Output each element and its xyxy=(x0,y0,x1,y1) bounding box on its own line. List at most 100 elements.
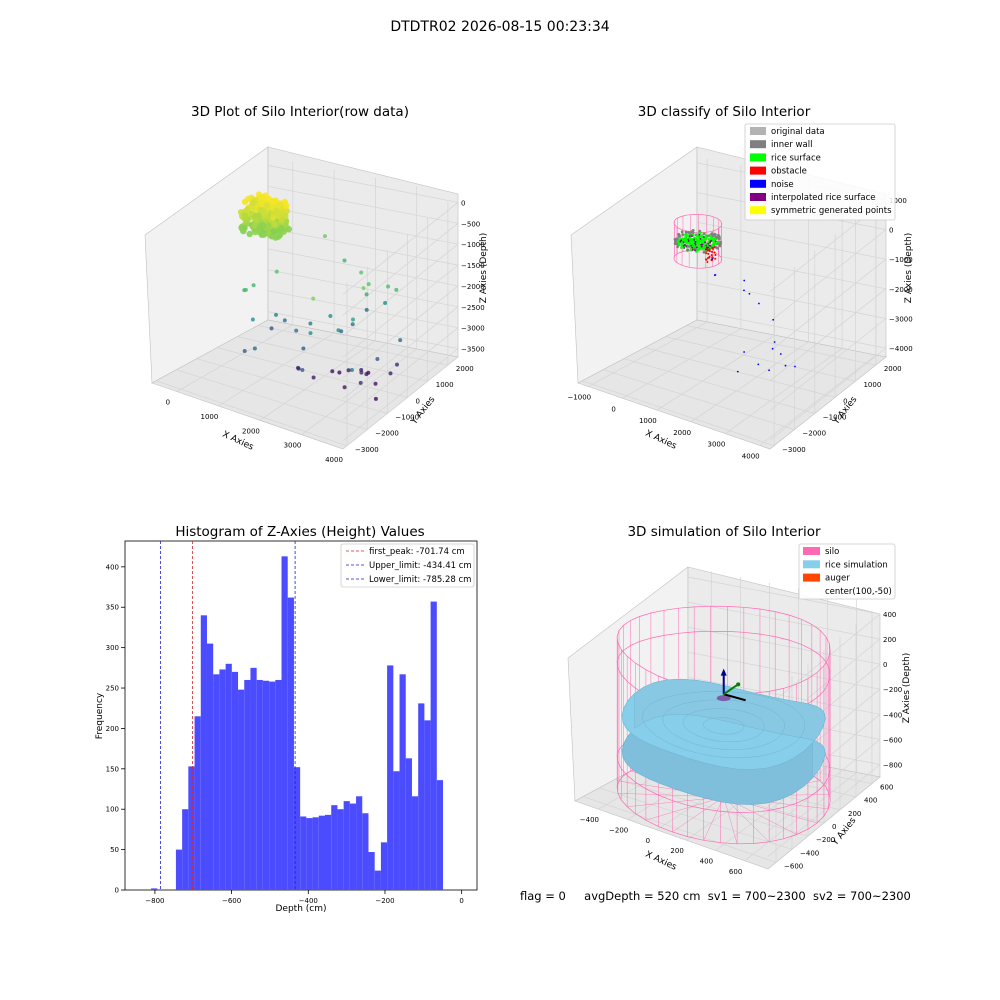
classify-3d-interp-point xyxy=(709,244,712,247)
classify-3d-z-tick: −1000 xyxy=(889,256,913,264)
histogram-bar xyxy=(405,758,412,890)
histogram-bar xyxy=(349,803,357,890)
histogram-title: Histogram of Z-Axies (Height) Values xyxy=(175,524,424,540)
raw-3d-ylabel: Y Axies xyxy=(409,395,438,428)
raw-3d-point xyxy=(308,331,313,336)
classify-3d-obstacle-point xyxy=(706,249,709,252)
classify-3d-obstacle-point xyxy=(713,251,716,254)
raw-3d-point xyxy=(373,381,378,386)
classify-3d-obstacle-point xyxy=(706,261,709,263)
classify-3d-interp-point xyxy=(693,239,696,241)
classify-3d-obstacle-point xyxy=(708,248,711,251)
classify-3d-rice-point xyxy=(704,234,708,237)
raw-3d-point xyxy=(252,228,259,236)
histogram-bar xyxy=(244,679,251,890)
classify-3d-rice-point xyxy=(691,237,694,241)
classify-3d-rice-point xyxy=(686,234,689,237)
raw-3d-point xyxy=(241,212,248,219)
simulation-3d-rice-contour xyxy=(642,691,806,759)
classify-3d-title: 3D classify of Silo Interior xyxy=(638,104,811,120)
raw-3d-y-tick: 2000 xyxy=(456,365,474,373)
classify-3d-rice-point xyxy=(684,233,687,236)
raw-3d-point xyxy=(243,287,248,292)
classify-3d-interp-point xyxy=(694,249,696,252)
histogram-vlines xyxy=(160,541,296,890)
raw-3d-point xyxy=(252,346,257,351)
classify-3d-obstacle-point xyxy=(711,246,714,249)
classify-3d-legend-label: obstacle xyxy=(771,167,807,177)
classify-3d-obstacle-point xyxy=(714,257,717,260)
histogram-bar xyxy=(318,815,325,890)
simulation-3d-legend-swatch xyxy=(803,560,820,569)
simulation-3d-legend-label: auger xyxy=(825,574,850,584)
classify-3d-interp-point xyxy=(700,243,703,246)
classify-3d-legend: original data inner wall rice surface obsta… xyxy=(744,123,896,221)
raw-3d-point xyxy=(274,269,279,274)
histogram-bar xyxy=(250,667,257,890)
simulation-3d-axis-x-arrow xyxy=(723,693,746,702)
grid-line-x xyxy=(622,165,742,399)
classify-3d-interp-point xyxy=(690,244,693,247)
classify-3d-legend-label: symmetric generated points xyxy=(771,206,892,216)
raw-3d-point xyxy=(253,217,260,224)
grid-line-z xyxy=(267,227,459,358)
grid-line-z xyxy=(267,290,459,420)
raw-3d-z-tick: 0 xyxy=(461,199,465,207)
classify-3d-rice-point xyxy=(701,241,704,244)
raw-3d-point xyxy=(373,396,378,401)
grid-line-x xyxy=(176,161,294,392)
raw-3d-point xyxy=(342,258,347,263)
histogram-bar xyxy=(300,816,307,890)
classify-3d-inner-wall-point xyxy=(719,240,722,244)
grid-line-y xyxy=(686,202,877,366)
histogram-y-tick: 0 xyxy=(115,887,119,895)
histogram-bar xyxy=(393,771,400,890)
subplot-raw-3d: 3D Plot of Silo Interior(row data) 0 1000… xyxy=(144,104,489,464)
raw-3d-point xyxy=(269,198,276,205)
classify-3d-floor xyxy=(577,319,887,450)
raw-3d-z-tick: −2500 xyxy=(461,304,485,312)
raw-3d-panes xyxy=(144,146,459,450)
histogram-bar xyxy=(368,852,375,890)
simulation-3d-legend-label: rice simulation xyxy=(825,560,888,570)
raw-3d-point xyxy=(342,385,347,390)
simulation-3d-z-tick: 400 xyxy=(883,611,896,619)
simulation-3d-ylabel: Y Axies xyxy=(830,816,859,849)
raw-3d-point xyxy=(301,346,306,351)
simulation-3d-y-tick: 200 xyxy=(848,810,861,818)
raw-3d-point xyxy=(278,210,286,217)
classify-3d-interp-point xyxy=(700,245,703,248)
simulation-3d-legend-label: center(100,-50) xyxy=(825,587,892,597)
classify-3d-rice-point xyxy=(714,242,718,245)
grid-line-x xyxy=(342,194,459,450)
histogram-legend-frame xyxy=(340,543,475,588)
raw-3d-point xyxy=(294,328,299,333)
classify-3d-obstacle-point xyxy=(705,252,708,255)
grid-line-z xyxy=(267,185,459,316)
raw-3d-point xyxy=(274,312,278,317)
raw-3d-point xyxy=(383,301,388,305)
raw-3d-point xyxy=(250,317,255,322)
simulation-3d-z-tick: −400 xyxy=(883,711,902,719)
raw-3d-point xyxy=(337,370,342,375)
grid-line-z xyxy=(267,165,459,295)
classify-3d-interp-point xyxy=(685,245,688,248)
classify-3d-inner-wall-point xyxy=(691,229,695,232)
classify-3d-interp-point xyxy=(682,241,685,244)
histogram-bar xyxy=(206,643,214,890)
classify-3d-interp-point xyxy=(694,243,697,246)
grid-line-y xyxy=(665,218,856,382)
simulation-3d-y-tick: −200 xyxy=(816,836,835,844)
classify-3d-interp-point xyxy=(707,246,710,249)
grid-line-y xyxy=(257,202,449,366)
classify-3d-obstacle-point xyxy=(707,252,710,255)
histogram-bar xyxy=(387,665,394,890)
raw-3d-point xyxy=(330,369,335,374)
simulation-3d-ticks: −400−2000200400600−600−400−2000200400600… xyxy=(580,611,902,876)
raw-3d-point xyxy=(308,321,313,326)
histogram-ticks: −800 −600 −400 −200 0 0 50 100 150 200 250 300 350 40… xyxy=(106,563,464,905)
classify-3d-rice-point xyxy=(700,234,704,237)
raw-3d-point xyxy=(364,292,369,297)
classify-3d-rice-point xyxy=(702,238,706,241)
